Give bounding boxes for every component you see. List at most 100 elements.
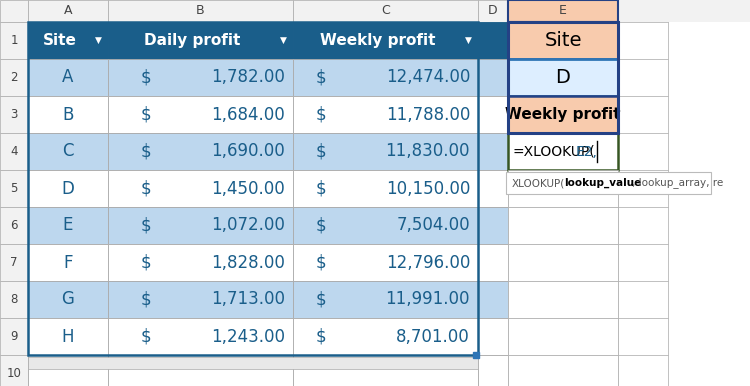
- Bar: [506, 172, 711, 194]
- Bar: [618, 96, 668, 133]
- Bar: [618, 355, 668, 386]
- Bar: [618, 59, 668, 96]
- Bar: [478, 281, 508, 318]
- Text: 1,782.00: 1,782.00: [211, 68, 285, 86]
- Bar: [293, 22, 478, 59]
- Text: ▼: ▼: [280, 36, 286, 45]
- Bar: [108, 207, 293, 244]
- Text: 5: 5: [10, 182, 18, 195]
- Bar: [618, 355, 668, 386]
- Bar: [508, 244, 618, 281]
- Text: $: $: [316, 291, 326, 308]
- Bar: [293, 133, 478, 170]
- Text: G: G: [62, 291, 74, 308]
- Bar: [508, 170, 618, 207]
- Bar: [618, 318, 668, 355]
- Text: $: $: [316, 217, 326, 235]
- Bar: [293, 207, 478, 244]
- Bar: [293, 0, 478, 22]
- Bar: [618, 244, 668, 281]
- Text: Site: Site: [43, 33, 77, 48]
- Bar: [618, 59, 668, 96]
- Bar: [618, 244, 668, 281]
- Bar: [293, 170, 478, 207]
- Bar: [28, 207, 108, 244]
- Text: B: B: [196, 5, 205, 17]
- Bar: [478, 244, 508, 281]
- Bar: [0, 207, 28, 244]
- Bar: [618, 281, 668, 318]
- Text: E2,: E2,: [576, 144, 598, 159]
- Text: Site: Site: [544, 31, 582, 50]
- Bar: [0, 281, 28, 318]
- Bar: [108, 170, 293, 207]
- Text: 1,684.00: 1,684.00: [211, 105, 285, 124]
- Bar: [28, 59, 108, 96]
- Bar: [293, 59, 478, 96]
- Text: lookup_value: lookup_value: [564, 178, 641, 188]
- Text: 8,701.00: 8,701.00: [396, 327, 470, 345]
- Text: $: $: [316, 68, 326, 86]
- Bar: [0, 318, 28, 355]
- Text: Daily profit: Daily profit: [144, 33, 241, 48]
- Bar: [108, 281, 293, 318]
- Bar: [618, 22, 668, 59]
- Bar: [618, 318, 668, 355]
- Bar: [508, 22, 618, 59]
- Bar: [618, 318, 668, 355]
- Text: 7,504.00: 7,504.00: [396, 217, 470, 235]
- Bar: [618, 170, 668, 207]
- Bar: [28, 318, 108, 355]
- Text: $: $: [141, 142, 152, 161]
- Bar: [618, 244, 668, 281]
- Bar: [28, 244, 108, 281]
- Text: C: C: [62, 142, 74, 161]
- Text: 7: 7: [10, 256, 18, 269]
- Bar: [618, 281, 668, 318]
- Text: 3: 3: [10, 108, 18, 121]
- Bar: [478, 318, 508, 355]
- Text: 1,690.00: 1,690.00: [211, 142, 285, 161]
- Text: D: D: [488, 5, 498, 17]
- Text: A: A: [62, 68, 74, 86]
- Bar: [618, 207, 668, 244]
- Text: 8: 8: [10, 293, 18, 306]
- Bar: [293, 96, 478, 133]
- Bar: [108, 22, 293, 59]
- Text: 1,243.00: 1,243.00: [211, 327, 285, 345]
- Text: $: $: [316, 327, 326, 345]
- Text: Weekly profit: Weekly profit: [506, 107, 621, 122]
- Text: $: $: [141, 254, 152, 271]
- Bar: [618, 207, 668, 244]
- Bar: [508, 207, 618, 244]
- Bar: [28, 22, 478, 355]
- Text: $: $: [141, 179, 152, 198]
- Bar: [508, 281, 618, 318]
- Bar: [108, 96, 293, 133]
- Bar: [293, 281, 478, 318]
- Bar: [108, 244, 293, 281]
- Bar: [618, 22, 668, 59]
- Bar: [478, 355, 508, 386]
- Text: D: D: [556, 68, 571, 87]
- Bar: [478, 22, 508, 59]
- Bar: [508, 22, 618, 133]
- Text: $: $: [141, 291, 152, 308]
- Bar: [618, 133, 668, 170]
- Bar: [0, 170, 28, 207]
- Text: $: $: [316, 105, 326, 124]
- Bar: [108, 133, 293, 170]
- Text: 1: 1: [10, 34, 18, 47]
- Bar: [28, 170, 108, 207]
- Bar: [508, 133, 618, 170]
- Text: 11,830.00: 11,830.00: [386, 142, 470, 161]
- Bar: [28, 281, 108, 318]
- Text: 12,796.00: 12,796.00: [386, 254, 470, 271]
- Text: E: E: [63, 217, 74, 235]
- Text: 12,474.00: 12,474.00: [386, 68, 470, 86]
- Bar: [28, 357, 478, 369]
- Text: $: $: [141, 217, 152, 235]
- Bar: [478, 170, 508, 207]
- Text: 6: 6: [10, 219, 18, 232]
- Bar: [28, 0, 108, 22]
